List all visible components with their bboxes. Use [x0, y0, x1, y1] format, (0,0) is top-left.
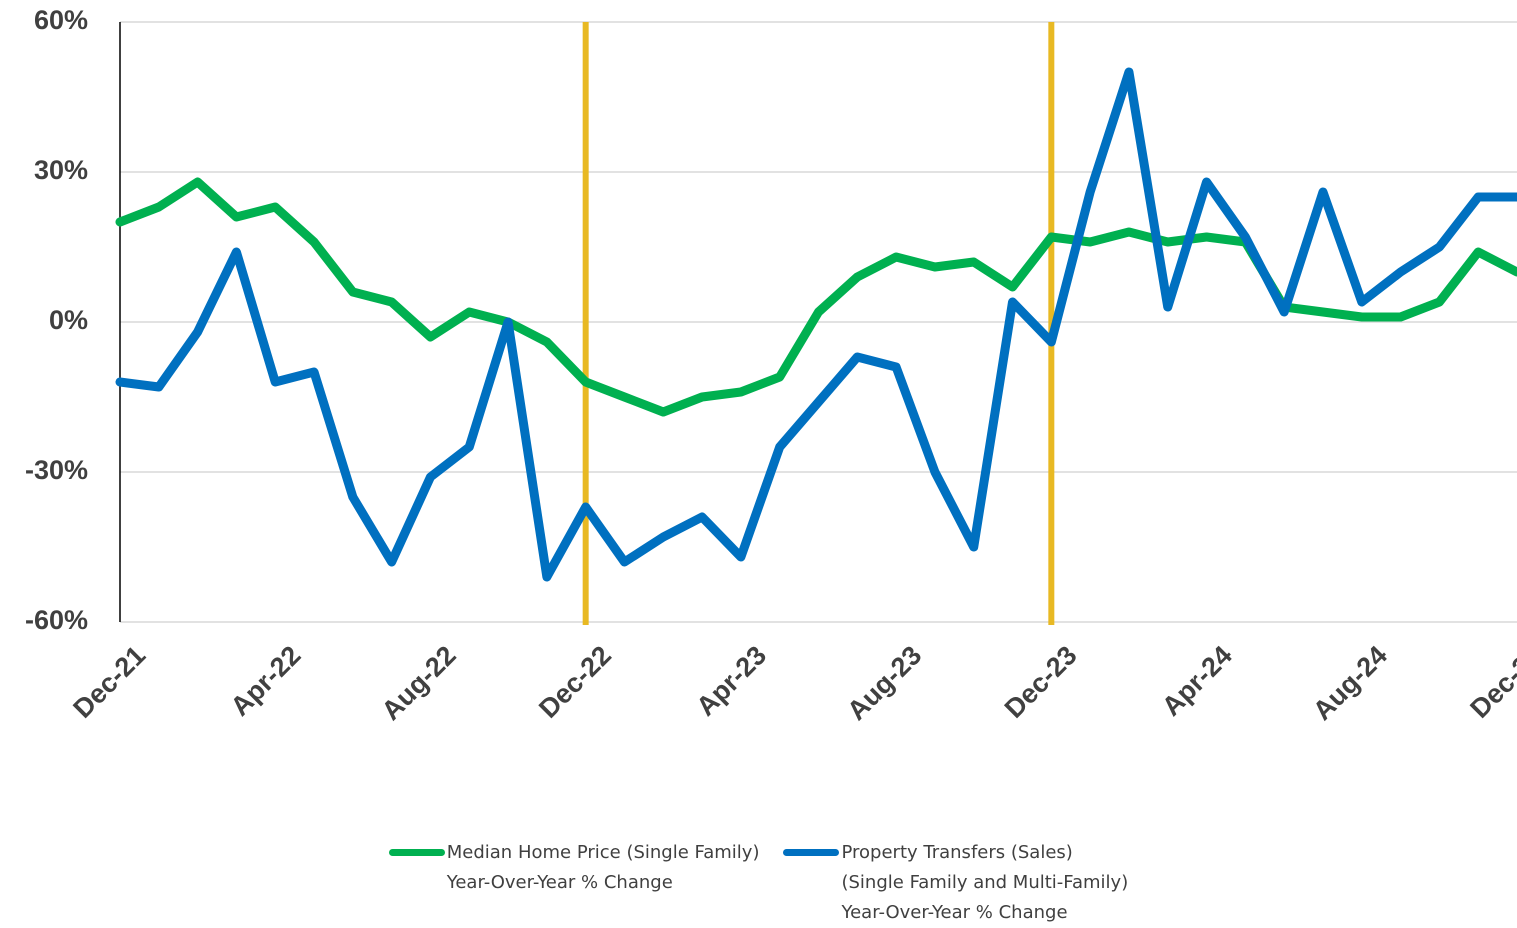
legend-label: Property Transfers (Sales) (Single Famil… — [841, 842, 1129, 923]
legend-swatch — [783, 849, 840, 856]
x-tick-label: Dec-24 — [1464, 640, 1517, 724]
x-tick-label: Dec-23 — [999, 640, 1083, 724]
series-line — [115, 67, 1517, 582]
legend-label: Median Home Price (Single Family) Year-O… — [446, 842, 760, 893]
x-tick-label: Aug-22 — [376, 640, 462, 726]
x-tick-label: Dec-22 — [533, 640, 617, 724]
y-tick-label: -30% — [25, 455, 88, 485]
x-tick-label: Apr-22 — [225, 640, 307, 722]
series-line — [115, 177, 1517, 417]
y-tick-label: 30% — [34, 155, 88, 185]
legend-swatch — [388, 849, 445, 856]
x-tick-label: Aug-23 — [841, 640, 927, 726]
legend-item: Median Home Price (Single Family) Year-O… — [388, 838, 760, 928]
y-tick-label: 60% — [34, 5, 88, 35]
y-tick-label: 0% — [49, 305, 88, 335]
legend-item: Property Transfers (Sales) (Single Famil… — [783, 838, 1128, 928]
x-tick-label: Aug-24 — [1307, 640, 1393, 726]
y-tick-label: -60% — [25, 605, 88, 635]
x-tick-label: Apr-23 — [690, 640, 772, 722]
x-tick-label: Apr-24 — [1156, 640, 1238, 722]
x-tick-label: Dec-21 — [67, 640, 151, 724]
legend: Median Home Price (Single Family) Year-O… — [0, 838, 1517, 928]
